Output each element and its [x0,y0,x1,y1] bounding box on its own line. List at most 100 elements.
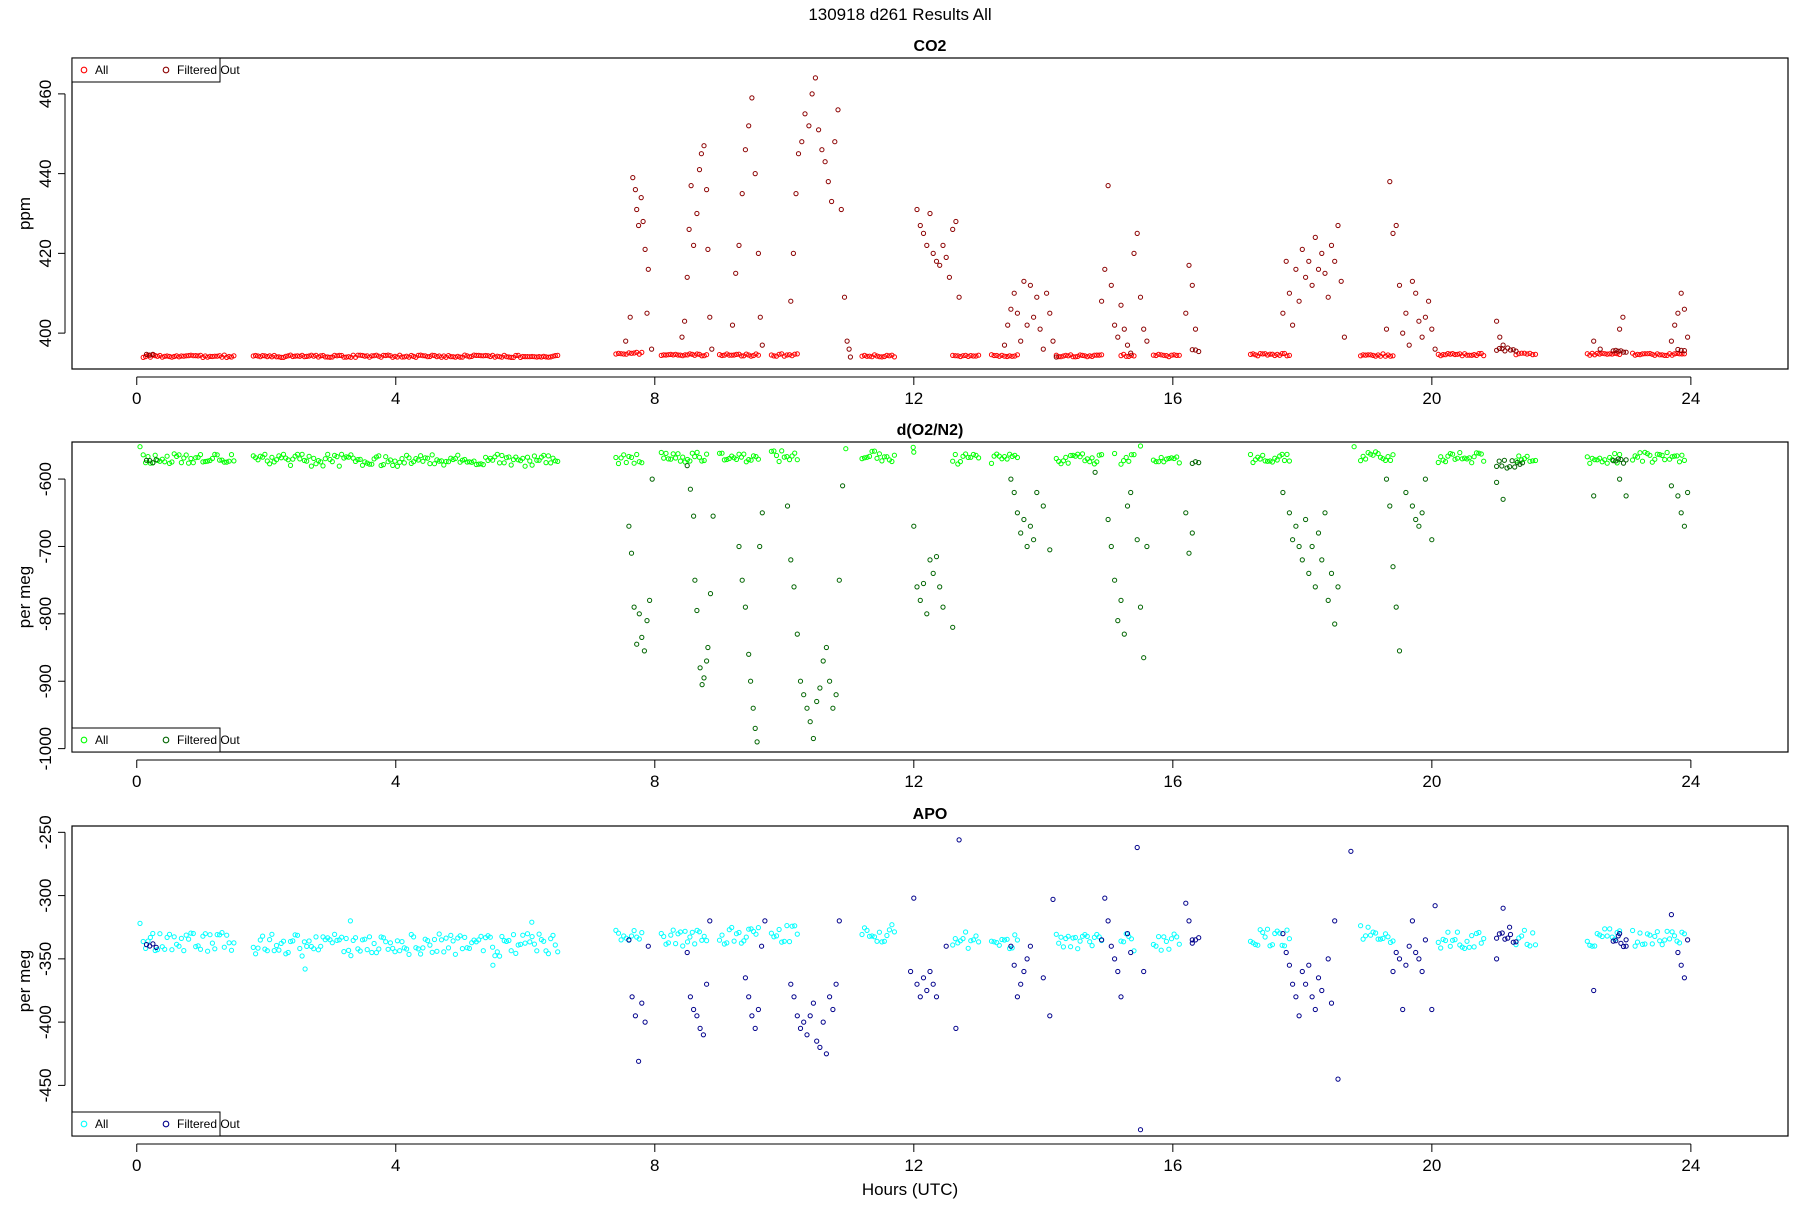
data-point [871,352,878,358]
data-point [810,735,817,742]
data-point [1657,452,1663,458]
data-point [1678,962,1684,968]
data-point [1281,457,1288,464]
data-point [628,454,635,460]
data-point [1255,942,1261,948]
data-point [704,981,710,987]
data-point [1299,557,1305,563]
data-point [292,353,298,359]
data-point [716,352,723,358]
data-point [1183,900,1189,906]
data-point [746,926,752,932]
data-point [520,455,526,461]
data-point [1450,937,1456,943]
data-point [1264,458,1271,464]
data-point [1659,942,1665,948]
data-point [746,651,752,657]
data-point [700,1032,707,1038]
data-point [322,354,328,360]
data-point [1269,459,1276,465]
data-point [795,151,802,157]
data-point [1620,314,1626,320]
data-point [529,353,535,360]
data-point [195,943,201,949]
data-point [927,968,933,975]
data-point [1007,353,1013,359]
data-point [205,458,211,464]
data-point [306,453,312,459]
plot-frame [71,57,1789,370]
data-point [682,352,688,358]
y-tick-label: -600 [36,462,55,496]
data-point [680,454,686,460]
data-point [749,95,755,101]
data-point [1322,510,1328,516]
plot-frame [71,441,1789,753]
data-point [876,354,883,360]
data-point [508,462,514,468]
data-point [889,458,895,465]
data-point [1685,334,1691,340]
data-point [1385,934,1391,940]
y-tick-label: 400 [36,319,55,347]
data-point [1612,451,1618,457]
data-point [705,644,711,651]
data-point [292,932,298,938]
data-point [1082,353,1088,359]
data-point [522,463,528,469]
data-point [844,338,850,344]
data-point [1678,510,1684,516]
data-point [699,937,705,943]
data-point [355,457,361,463]
data-point [343,354,349,360]
data-point [226,458,232,464]
data-point [190,930,196,937]
data-point [649,346,655,352]
data-point [1671,351,1678,357]
data-point [615,460,622,467]
data-point [638,195,644,201]
data-point [1128,350,1134,356]
data-point [1500,342,1506,348]
data-point [1494,463,1500,469]
data-point [1370,929,1376,935]
data-point [1105,516,1111,523]
data-point [741,938,747,944]
data-point [1450,451,1456,457]
data-point [385,352,391,358]
data-point [1592,943,1598,949]
data-point [841,294,848,300]
data-point [631,350,637,356]
data-point [719,450,725,456]
data-point [1279,351,1285,357]
data-point [1118,597,1124,604]
data-point [1134,537,1140,543]
data-point [1108,282,1114,288]
data-point [1406,943,1412,949]
data-point [494,949,500,955]
data-point [420,945,426,951]
data-point [1084,354,1090,360]
data-point [1587,460,1593,466]
data-point [1679,351,1685,357]
data-point [209,455,215,462]
data-point [1168,352,1175,358]
data-point [879,939,885,945]
data-point [1496,345,1503,352]
data-point [308,463,314,469]
data-point [214,932,220,938]
data-point [1615,348,1621,354]
data-point [956,837,962,843]
data-point [1390,230,1396,236]
data-point [861,925,868,931]
data-point [380,935,386,941]
data-point [682,318,688,324]
legend-marker [162,1120,170,1128]
data-point [1639,941,1646,948]
data-point [1403,962,1409,968]
data-point [1385,454,1391,460]
legend: All Filtered Out [71,727,240,753]
data-point [781,454,787,460]
data-point [1502,936,1508,942]
data-point [692,941,698,947]
